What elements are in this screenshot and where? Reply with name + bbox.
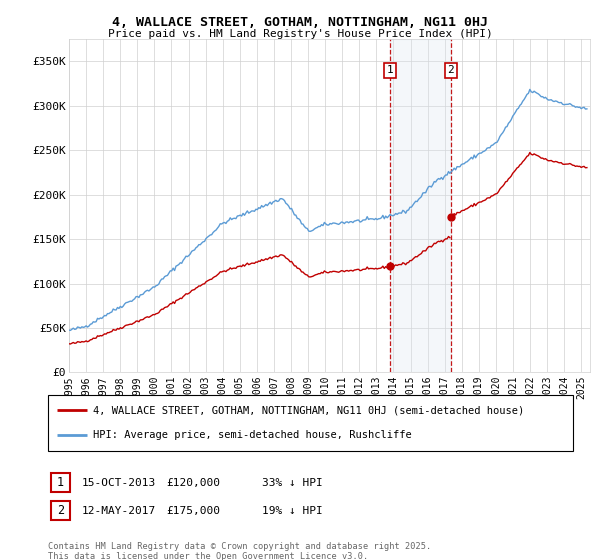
Text: 2: 2 bbox=[448, 66, 454, 75]
Text: 1: 1 bbox=[57, 476, 64, 489]
Text: 1: 1 bbox=[386, 66, 393, 75]
Text: 4, WALLACE STREET, GOTHAM, NOTTINGHAM, NG11 0HJ (semi-detached house): 4, WALLACE STREET, GOTHAM, NOTTINGHAM, N… bbox=[93, 405, 524, 416]
Text: 4, WALLACE STREET, GOTHAM, NOTTINGHAM, NG11 0HJ: 4, WALLACE STREET, GOTHAM, NOTTINGHAM, N… bbox=[112, 16, 488, 29]
Text: 33% ↓ HPI: 33% ↓ HPI bbox=[262, 478, 323, 488]
Text: 19% ↓ HPI: 19% ↓ HPI bbox=[262, 506, 323, 516]
Text: 2: 2 bbox=[57, 504, 64, 517]
Text: Contains HM Land Registry data © Crown copyright and database right 2025.
This d: Contains HM Land Registry data © Crown c… bbox=[48, 542, 431, 560]
Text: Price paid vs. HM Land Registry's House Price Index (HPI): Price paid vs. HM Land Registry's House … bbox=[107, 29, 493, 39]
Text: £175,000: £175,000 bbox=[166, 506, 220, 516]
Text: HPI: Average price, semi-detached house, Rushcliffe: HPI: Average price, semi-detached house,… bbox=[93, 430, 412, 440]
Text: 12-MAY-2017: 12-MAY-2017 bbox=[82, 506, 157, 516]
Text: £120,000: £120,000 bbox=[166, 478, 220, 488]
Bar bbox=[390, 39, 451, 372]
Text: 15-OCT-2013: 15-OCT-2013 bbox=[82, 478, 157, 488]
